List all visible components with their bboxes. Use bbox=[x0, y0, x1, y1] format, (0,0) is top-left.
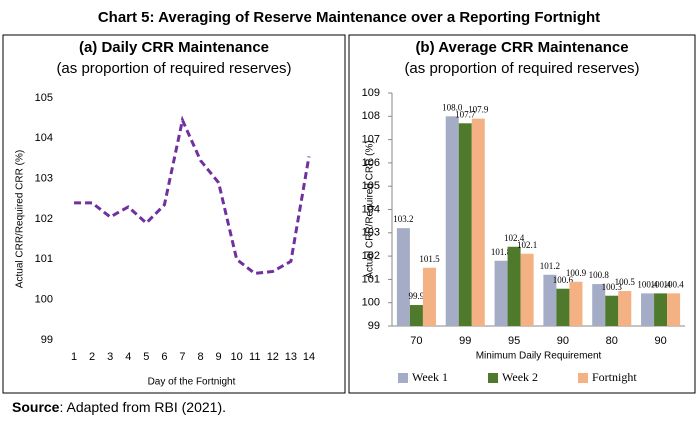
x-tick-label: 12 bbox=[267, 351, 279, 363]
bar bbox=[569, 281, 583, 326]
bar bbox=[654, 293, 668, 326]
legend-swatch bbox=[488, 373, 498, 383]
source-label: Source bbox=[12, 399, 60, 415]
y-tick-label: 102 bbox=[35, 213, 53, 225]
legend-label: Week 1 bbox=[412, 370, 448, 384]
value-label: 101.8 bbox=[491, 247, 512, 257]
value-label: 103.2 bbox=[393, 214, 413, 224]
x-tick-label: 8 bbox=[197, 351, 203, 363]
value-label: 100.9 bbox=[566, 268, 587, 278]
panel-subtitle: (as proportion of required reserves) bbox=[56, 60, 291, 77]
y-tick-label: 99 bbox=[41, 334, 53, 346]
x-tick-label: 90 bbox=[654, 335, 666, 347]
x-tick-label: 13 bbox=[285, 351, 297, 363]
x-tick-label: 80 bbox=[606, 335, 618, 347]
source: Source: Adapted from RBI (2021). bbox=[12, 399, 226, 415]
page-title: Chart 5: Averaging of Reserve Maintenanc… bbox=[98, 9, 600, 26]
y-tick-label: 109 bbox=[362, 87, 380, 99]
value-label: 107.9 bbox=[468, 105, 489, 115]
x-tick-label: 95 bbox=[508, 335, 520, 347]
bar bbox=[667, 293, 681, 326]
panel-title: (b) Average CRR Maintenance bbox=[415, 39, 628, 56]
x-axis-label: Minimum Daily Requirement bbox=[476, 351, 602, 362]
y-tick-label: 104 bbox=[362, 203, 380, 215]
y-tick-label: 105 bbox=[35, 92, 53, 104]
value-label: 100.8 bbox=[589, 270, 610, 280]
value-label: 100.4 bbox=[637, 279, 658, 289]
value-label: 100.3 bbox=[602, 282, 623, 292]
bar bbox=[641, 293, 655, 326]
y-axis-label: Actual CRR/Required CRR (%) bbox=[365, 140, 376, 278]
x-axis-label: Day of the Fortnight bbox=[148, 377, 236, 388]
bar bbox=[396, 228, 410, 326]
legend-swatch bbox=[578, 373, 588, 383]
value-label: 101.5 bbox=[419, 254, 440, 264]
x-tick-label: 90 bbox=[557, 335, 569, 347]
y-tick-label: 101 bbox=[362, 273, 380, 285]
bar bbox=[422, 267, 436, 326]
y-tick-label: 106 bbox=[362, 157, 380, 169]
x-tick-label: 2 bbox=[89, 351, 95, 363]
y-tick-label: 108 bbox=[362, 110, 380, 122]
x-tick-label: 99 bbox=[459, 335, 471, 347]
y-tick-label: 102 bbox=[362, 250, 380, 262]
x-tick-label: 11 bbox=[249, 351, 260, 363]
legend-swatch bbox=[398, 373, 408, 383]
bar bbox=[520, 253, 534, 326]
value-label: 107.7 bbox=[455, 109, 476, 119]
panel-subtitle: (as proportion of required reserves) bbox=[404, 60, 639, 77]
x-tick-label: 6 bbox=[161, 351, 167, 363]
bar bbox=[556, 288, 570, 326]
value-label: 100.6 bbox=[553, 275, 574, 285]
x-tick-label: 10 bbox=[231, 351, 243, 363]
y-tick-label: 103 bbox=[35, 173, 53, 185]
legend-label: Week 2 bbox=[502, 370, 538, 384]
x-tick-label: 70 bbox=[410, 335, 422, 347]
value-label: 102.4 bbox=[504, 233, 525, 243]
value-label: 101.2 bbox=[540, 261, 560, 271]
legend-label: Fortnight bbox=[592, 370, 637, 384]
value-label: 100.4 bbox=[650, 279, 671, 289]
x-tick-label: 14 bbox=[303, 351, 315, 363]
y-tick-label: 101 bbox=[35, 253, 53, 265]
bar bbox=[507, 246, 521, 326]
y-tick-label: 99 bbox=[368, 320, 380, 332]
x-tick-label: 3 bbox=[107, 351, 113, 363]
value-label: 100.4 bbox=[663, 279, 684, 289]
bar bbox=[494, 260, 508, 326]
bar bbox=[471, 118, 485, 326]
value-label: 100.5 bbox=[615, 277, 636, 287]
value-label: 102.1 bbox=[517, 240, 537, 250]
x-tick-label: 9 bbox=[216, 351, 222, 363]
y-tick-label: 105 bbox=[362, 180, 380, 192]
source-text: : Adapted from RBI (2021). bbox=[59, 399, 226, 415]
panel-frame bbox=[2, 34, 346, 394]
x-tick-label: 1 bbox=[71, 351, 77, 363]
y-tick-label: 107 bbox=[362, 134, 380, 146]
bar bbox=[605, 295, 619, 326]
bar bbox=[543, 274, 557, 326]
y-tick-label: 100 bbox=[35, 294, 53, 306]
value-label: 99.9 bbox=[409, 291, 425, 301]
x-tick-label: 7 bbox=[179, 351, 185, 363]
x-tick-label: 4 bbox=[125, 351, 131, 363]
bar bbox=[458, 123, 472, 326]
y-tick-label: 100 bbox=[362, 297, 380, 309]
bar bbox=[618, 291, 632, 326]
bar bbox=[445, 116, 459, 326]
y-axis-label: Actual CRR/Required CRR (%) bbox=[15, 150, 26, 288]
panel-title: (a) Daily CRR Maintenance bbox=[79, 39, 269, 56]
bar bbox=[409, 305, 423, 326]
x-tick-label: 5 bbox=[143, 351, 149, 363]
y-tick-label: 104 bbox=[35, 132, 53, 144]
value-label: 108.0 bbox=[442, 102, 463, 112]
y-tick-label: 103 bbox=[362, 227, 380, 239]
line bbox=[74, 115, 311, 276]
bar bbox=[592, 284, 606, 326]
panel-frame bbox=[348, 34, 696, 394]
